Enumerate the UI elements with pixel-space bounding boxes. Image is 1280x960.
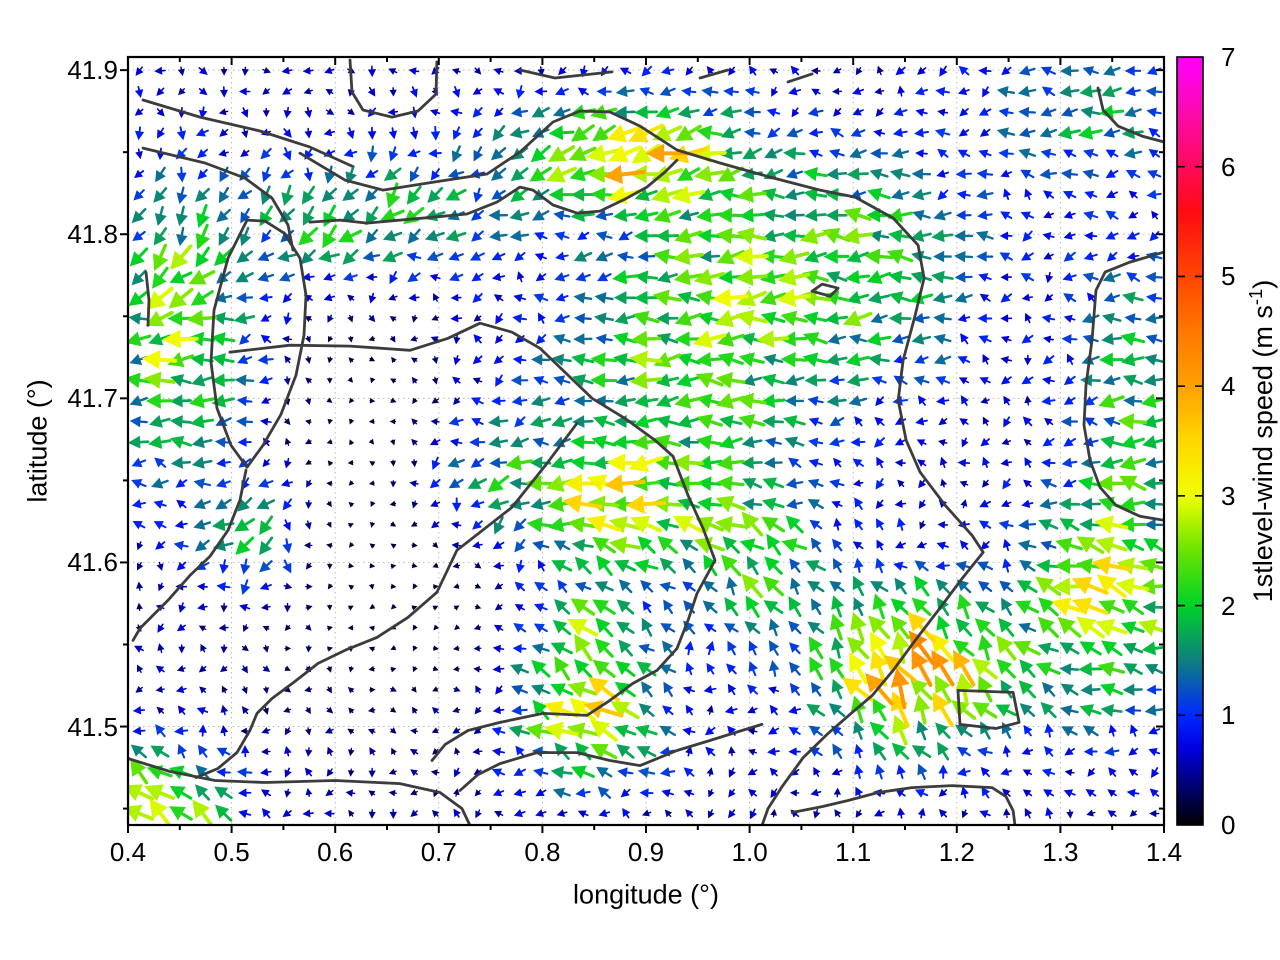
x-tick-label: 0.7 [420, 837, 457, 867]
x-tick-label: 0.6 [317, 837, 354, 867]
x-tick-label: 0.8 [524, 837, 561, 867]
y-axis-title: latitude (°) [22, 379, 53, 503]
y-tick-label: 41.8 [67, 219, 118, 250]
colorbar-tick-label: 2 [1221, 590, 1236, 621]
y-tick-label: 41.6 [67, 547, 118, 578]
colorbar-title: 1stlevel-wind speed (m s-1) [1245, 279, 1278, 603]
colorbar-title-close: ) [1248, 279, 1278, 289]
x-tick-label: 1.0 [731, 837, 768, 867]
colorbar-title-text: 1stlevel-wind speed (m s [1248, 305, 1278, 603]
y-tick-label: 41.9 [67, 55, 118, 86]
x-tick-label: 0.5 [213, 837, 250, 867]
colorbar-tick-label: 0 [1221, 810, 1236, 840]
colorbar-tick-label: 7 [1221, 42, 1236, 72]
colorbar-title-superscript: -1 [1245, 288, 1266, 306]
x-tick-label: 1.2 [938, 837, 975, 867]
colorbar-tick-label: 5 [1221, 261, 1236, 292]
x-tick-label: 1.3 [1042, 837, 1079, 867]
x-tick-label: 1.1 [835, 837, 872, 867]
y-tick-label: 41.7 [67, 383, 118, 414]
colorbar-tick-label: 1 [1221, 700, 1236, 731]
colorbar-tick-label: 3 [1221, 480, 1236, 511]
colorbar-tick-label: 6 [1221, 151, 1236, 182]
x-tick-label: 0.9 [627, 837, 665, 867]
x-axis-title: longitude (°) [573, 879, 719, 910]
y-tick-label: 41.5 [67, 711, 118, 742]
colorbar-tick-label: 4 [1221, 371, 1236, 402]
x-tick-label: 0.4 [109, 837, 147, 867]
x-tick-label: 1.4 [1145, 837, 1183, 867]
